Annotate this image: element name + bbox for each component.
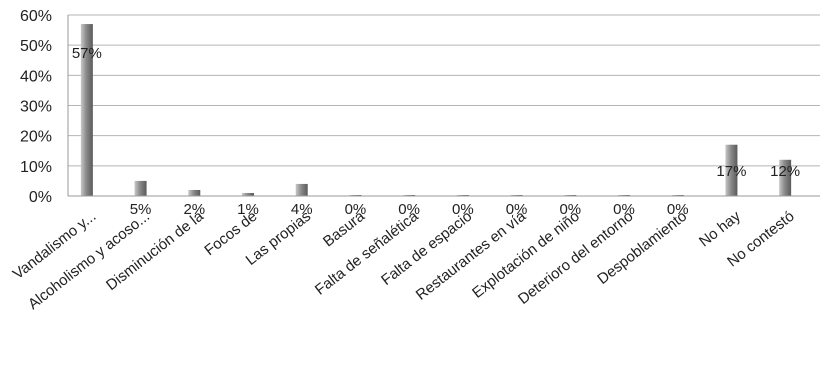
- y-axis: 0% 10% 20% 30% 40% 50% 60%: [20, 8, 69, 206]
- y-tick-label: 20%: [20, 129, 52, 146]
- data-label: 57%: [72, 45, 102, 62]
- data-label: 0%: [452, 201, 474, 218]
- y-tick-label: 0%: [29, 189, 52, 206]
- bar: [242, 192, 254, 196]
- data-label: 0%: [559, 201, 581, 218]
- data-label: 0%: [506, 201, 528, 218]
- data-label: 1%: [237, 201, 259, 218]
- data-label: 2%: [183, 201, 205, 218]
- grid-lines: [68, 14, 820, 197]
- data-label: 5%: [130, 201, 152, 218]
- category-label: No hay: [696, 207, 744, 250]
- bar: [80, 24, 93, 196]
- y-tick-label: 10%: [20, 159, 52, 176]
- bar: [725, 144, 738, 196]
- data-label: 0%: [613, 201, 635, 218]
- bar: [779, 159, 792, 196]
- data-label: 0%: [667, 201, 689, 218]
- bar: [295, 183, 308, 196]
- bar: [134, 180, 147, 196]
- category-label: Despoblamiento: [594, 208, 690, 288]
- data-label: 4%: [291, 201, 313, 218]
- data-label: 0%: [345, 201, 367, 218]
- data-label: 17%: [716, 163, 746, 180]
- data-labels: 57% 5% 2% 1% 4% 0% 0% 0% 0% 0% 0% 0% 17% 12%: [72, 45, 800, 218]
- y-tick-label: 60%: [20, 8, 52, 25]
- y-tick-label: 30%: [20, 99, 52, 116]
- y-tick-label: 40%: [20, 68, 52, 85]
- data-label: 12%: [770, 163, 800, 180]
- bar: [188, 189, 201, 196]
- y-tick-label: 50%: [20, 38, 52, 55]
- category-label: Falta de espacio: [378, 208, 475, 289]
- bars: [80, 24, 792, 196]
- category-label: Disminución de la: [103, 207, 207, 294]
- data-label: 0%: [398, 201, 420, 218]
